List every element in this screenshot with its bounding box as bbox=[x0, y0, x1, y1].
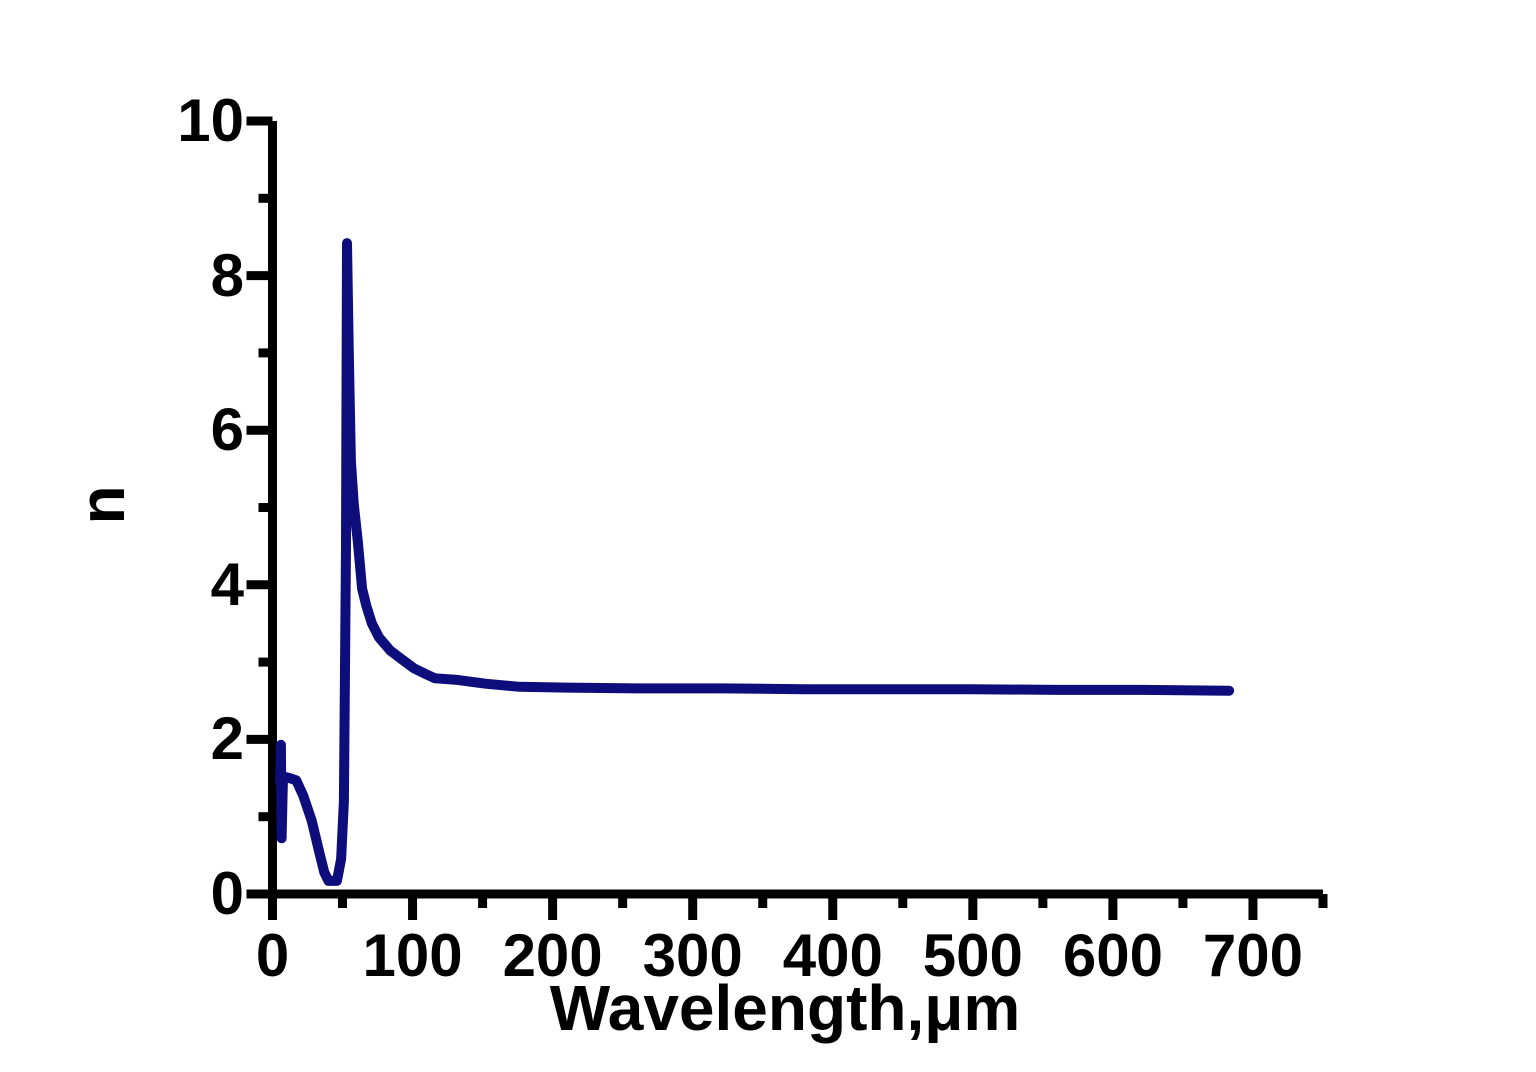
x-axis-label: Wavelength,μm bbox=[549, 972, 1021, 1044]
y-tick-label: 4 bbox=[210, 550, 244, 618]
x-tick-label: 200 bbox=[502, 922, 603, 989]
y-tick-label: 2 bbox=[210, 705, 244, 773]
y-tick-label: 8 bbox=[210, 241, 244, 309]
x-tick-label: 0 bbox=[255, 922, 290, 989]
x-tick-label: 400 bbox=[782, 922, 883, 989]
series-line bbox=[275, 238, 1235, 886]
y-axis-label: n bbox=[66, 485, 138, 525]
x-tick-label: 700 bbox=[1202, 922, 1303, 989]
axes bbox=[268, 121, 1323, 899]
y-tick-label: 6 bbox=[210, 396, 244, 464]
y-tick-label: 0 bbox=[210, 860, 244, 927]
x-tick-label: 500 bbox=[922, 922, 1023, 989]
x-tick-label: 600 bbox=[1062, 922, 1163, 989]
y-tick-label: 10 bbox=[177, 87, 244, 154]
x-tick-label: 300 bbox=[642, 922, 743, 989]
x-tick-label: 100 bbox=[362, 922, 463, 989]
